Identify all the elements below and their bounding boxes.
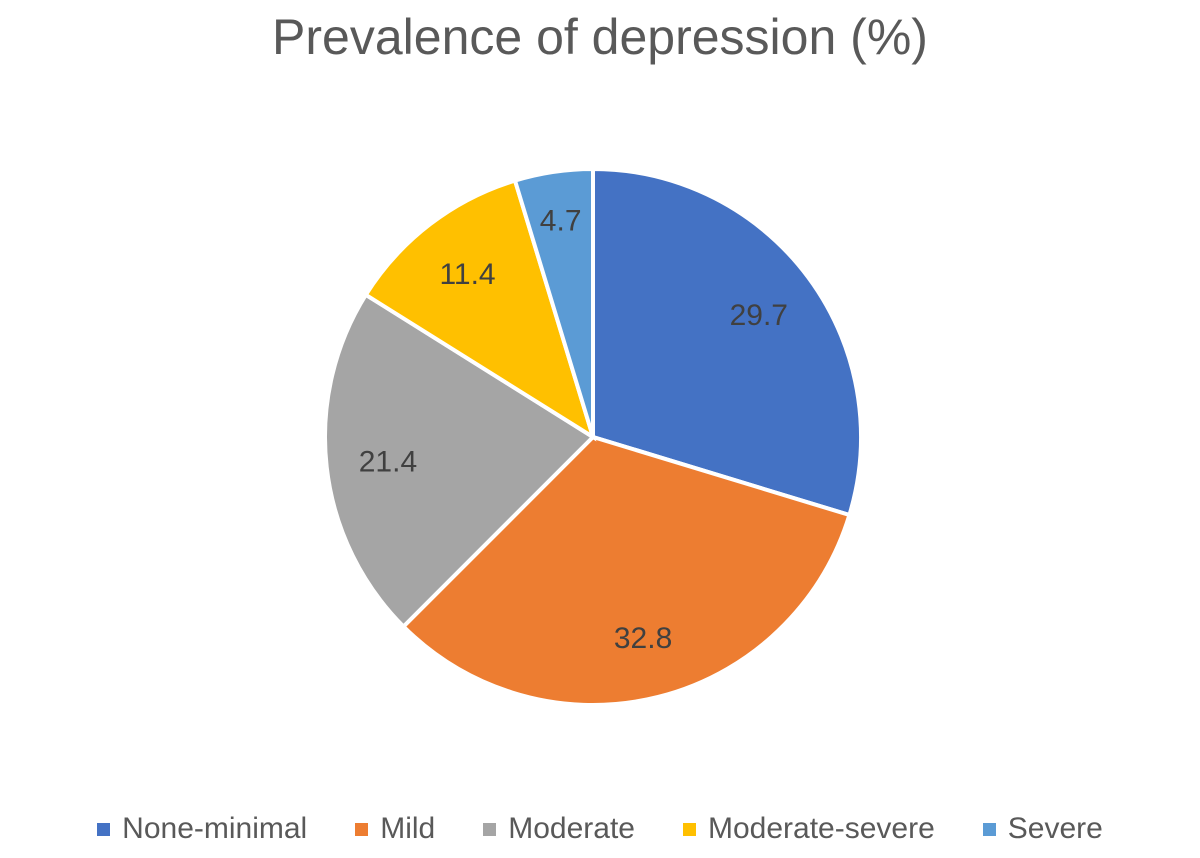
legend-swatch [355,822,369,836]
legend-item: Severe [982,812,1103,846]
legend-item: Moderate-severe [682,812,935,846]
legend-label: Moderate-severe [707,812,935,845]
pie-slice-none-minimal [591,166,863,518]
legend-swatch [982,822,996,836]
data-label: 11.4 [439,258,495,291]
legend-swatch [483,822,497,836]
legend-swatch [97,822,111,836]
legend-label: Severe [1007,812,1103,845]
legend-item: Mild [355,812,435,846]
legend-label: None-minimal [122,812,308,845]
legend: None-minimal Mild Moderate Moderate-severe S… [0,812,1200,846]
legend-item: None-minimal [97,812,307,846]
legend-label: Mild [380,812,436,845]
data-label: 29.7 [730,299,788,332]
pie-slice-severe [512,166,595,438]
pie-slice-moderate-severe [363,178,597,442]
chart-title: Prevalence of depression (%) [272,9,928,65]
legend-swatch [682,822,696,836]
data-label: 32.8 [614,622,672,655]
legend-item: Moderate [483,812,635,846]
pie-slice-moderate [323,292,597,630]
legend-label: Moderate [508,812,635,845]
pie-slice-mild [400,434,852,707]
data-label: 21.4 [359,445,417,478]
data-label: 4.7 [540,205,582,238]
